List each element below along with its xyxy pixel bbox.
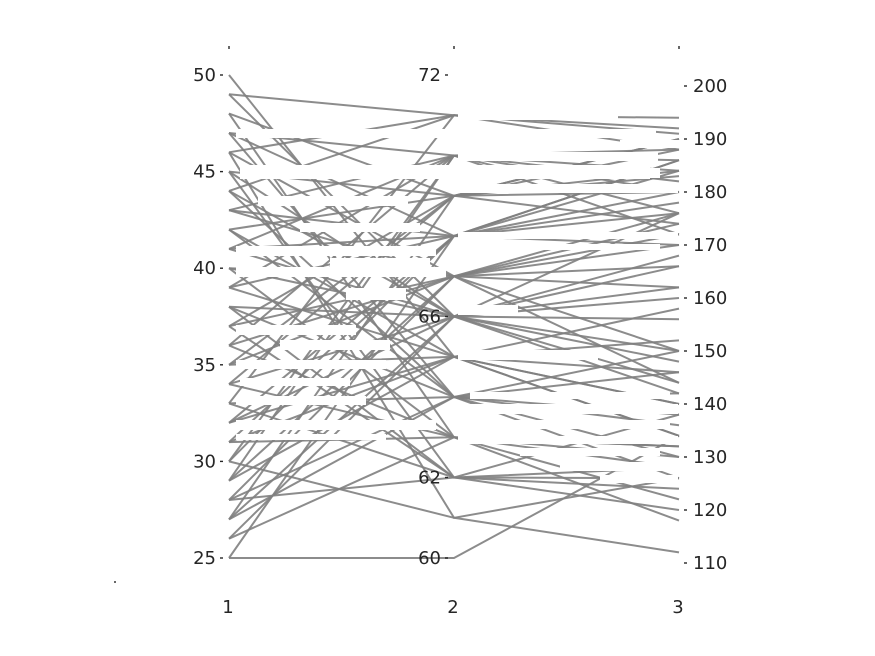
axis-2-tick-label: 60 [418,548,441,569]
occlusion-band-4 [300,223,420,232]
occlusion-bands [236,114,680,483]
x-axis: 1 2 3 [114,581,684,618]
occlusion-band-30 [600,475,678,483]
series-line-62 [228,315,680,521]
axis-3-tick-label: 130 [693,447,727,468]
axis-1: 25 30 35 40 45 50 [193,46,230,569]
axis-1-tick-label: 25 [193,548,216,569]
occlusion-band-9 [236,325,356,335]
occlusion-band-1 [236,129,656,138]
occlusion-band-8 [346,288,406,300]
series-line-65 [228,194,680,231]
occlusion-band-18 [470,168,660,178]
occlusion-band-22 [458,305,518,315]
axes: 25 30 35 40 45 50 60 62 66 72 110 120 130 140 150 160 17… [114,46,727,618]
axis-1-tick-label: 50 [193,65,216,86]
occlusion-band-27 [458,436,678,444]
axis-3-tick-label: 110 [693,553,727,574]
axis-3-tick-label: 200 [693,76,727,97]
x-tick-label-3: 3 [672,597,683,618]
occlusion-band-7 [236,267,446,277]
occlusion-band-14 [236,420,436,430]
occlusion-band-20 [458,232,678,239]
axis-3-tick-label: 170 [693,235,727,256]
series-lines [228,74,680,559]
axis-1-tick-label: 30 [193,451,216,472]
occlusion-band-5 [236,246,436,256]
occlusion-band-19 [458,184,678,193]
x-tick-label-1: 1 [222,597,233,618]
occlusion-band-11 [236,360,386,369]
occlusion-band-25 [458,404,678,414]
occlusion-band-26 [480,420,670,429]
occlusion-band-24 [470,392,670,399]
occlusion-band-28 [520,448,660,456]
axis-2-tick-label: 66 [418,307,441,328]
occlusion-band-23 [458,350,598,360]
occlusion-band-10 [280,340,390,350]
occlusion-band-16 [458,114,618,120]
axis-3-tick-label: 160 [693,288,727,309]
occlusion-band-12 [240,378,350,386]
axis-1-tick-label: 35 [193,355,216,376]
axis-3-tick-label: 180 [693,182,727,203]
occlusion-band-29 [560,462,680,471]
axis-3-tick-label: 120 [693,500,727,521]
axis-3-tick-label: 140 [693,394,727,415]
axis-1-tick-label: 45 [193,162,216,183]
occlusion-band-13 [236,396,366,405]
occlusion-band-15 [236,434,386,440]
occlusion-band-21 [480,244,660,250]
axis-2-tick-label: 62 [418,468,441,489]
axis-1-tick-label: 40 [193,258,216,279]
axis-3: 110 120 130 140 150 160 170 180 190 200 [678,46,727,574]
occlusion-band-31 [620,140,680,148]
axis-3-tick-label: 190 [693,129,727,150]
axis-2-tick-label: 72 [418,65,441,86]
axis-3-tick-label: 150 [693,341,727,362]
occlusion-band-3 [258,196,408,206]
series-line-71 [228,154,680,462]
occlusion-band-17 [458,152,658,161]
x-tick-label-2: 2 [447,597,458,618]
axis-2: 60 62 66 72 [418,46,455,569]
